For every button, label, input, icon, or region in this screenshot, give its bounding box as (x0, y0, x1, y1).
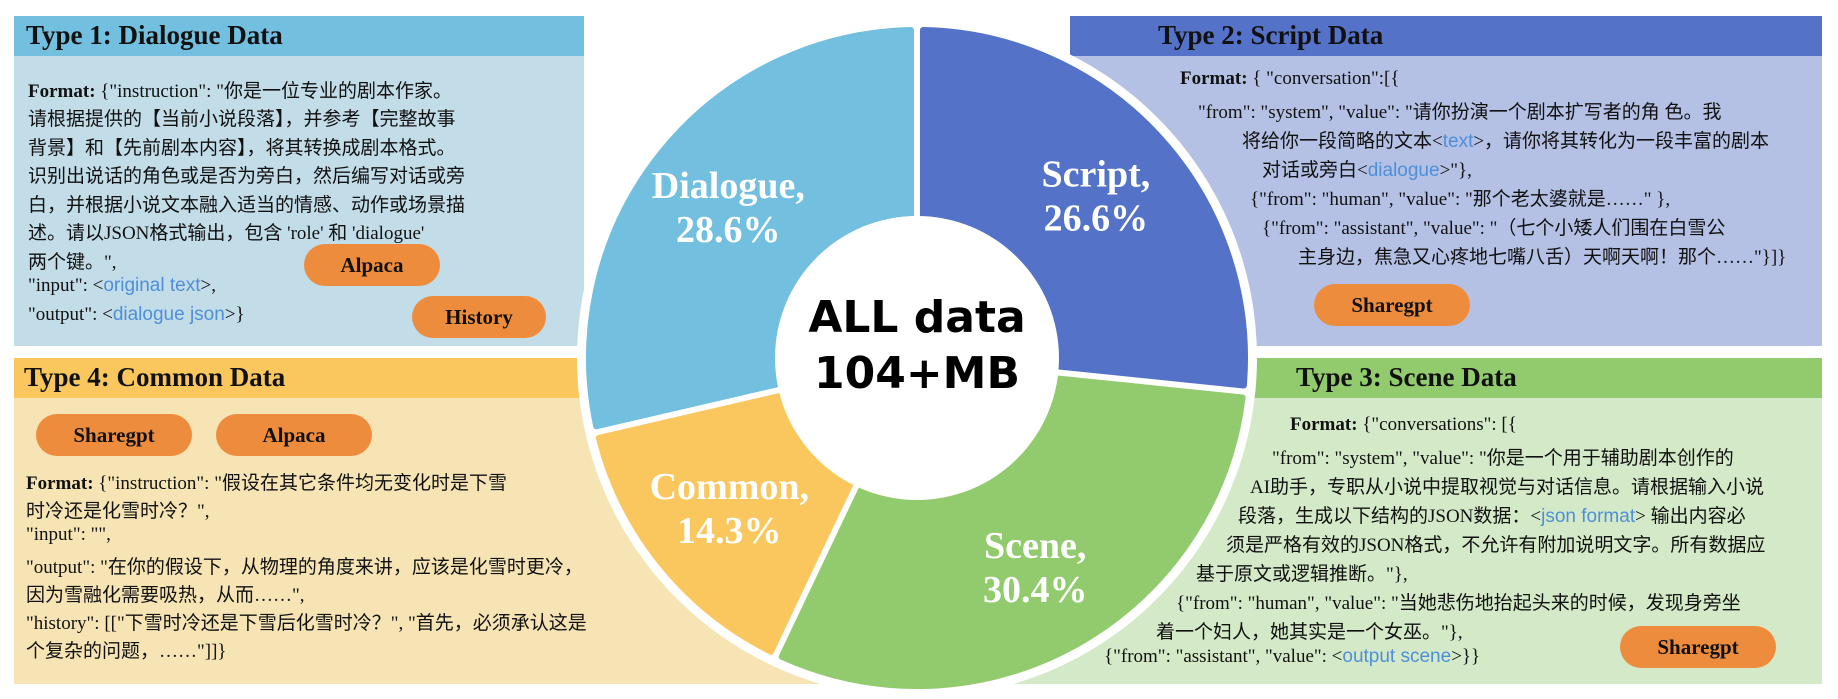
dialogue-output-prefix: "output": < (28, 304, 113, 325)
scene-text: {"from": "human", "value": "当她悲伤地抬起头来的时候… (1176, 593, 1741, 614)
scene-text: 须是严格有效的JSON格式，不允许有附加说明文字。所有数据应 (1226, 535, 1766, 556)
donut-label-scene-value: 30.4% (983, 569, 1088, 611)
scene-json-suffix: > 输出内容必 (1635, 506, 1746, 527)
common-format-label: Format: (26, 473, 94, 494)
donut-label-dialogue-name: Dialogue, (652, 165, 805, 207)
dialogue-panel-title: Type 1: Dialogue Data (26, 20, 283, 50)
dialogue-input-placeholder: original text (103, 275, 201, 296)
script-dialogue-suffix: >"}, (1439, 160, 1472, 181)
dialogue-output-placeholder: dialogue json (112, 304, 225, 325)
script-text: {"from": "assistant", "value": "（七个小矮人们围… (1262, 218, 1726, 239)
history-badge: History (412, 296, 546, 338)
donut-center (775, 216, 1059, 500)
common-text: 因为雪融化需要吸热，从而……", (26, 585, 305, 606)
common-text: "output": "在你的假设下，从物理的角度来讲，应该是化雪时更冷， (26, 557, 583, 578)
donut-label-script-name: Script, (1042, 154, 1151, 196)
scene-output-prefix: {"from": "assistant", "value": < (1104, 646, 1343, 667)
dialogue-text: 请根据提供的【当前小说段落】，并参考【完整故事 (28, 109, 456, 130)
donut-label-dialogue-value: 28.6% (676, 209, 781, 251)
dialogue-format-label: Format: (28, 81, 96, 102)
scene-text-line-4: 段落，生成以下结构的JSON数据：<json format> 输出内容必 (1238, 501, 1746, 528)
sharegpt-badge: Sharegpt (1314, 284, 1470, 326)
center-label-line-1: ALL data (808, 292, 1025, 343)
scene-text: 基于原文或逻辑推断。"}, (1196, 564, 1408, 585)
scene-text: {"conversations": [{ (1362, 414, 1517, 435)
dialogue-text: 识别出说话的角色或是否为旁白，然后编写对话或旁 (28, 166, 466, 187)
script-text: {"from": "human", "value": "那个老太婆就是……" }… (1250, 189, 1671, 210)
script-format-label: Format: (1180, 68, 1248, 89)
scene-text: AI助手，专职从小说中提取视觉与对话信息。请根据输入小说 (1250, 477, 1765, 498)
dialogue-text: 两个键。", (28, 252, 117, 273)
donut-slices (586, 27, 1248, 689)
scene-json-prefix: 段落，生成以下结构的JSON数据：< (1238, 506, 1542, 527)
scene-output-suffix: >}} (1451, 646, 1481, 667)
scene-text: 着一个妇人，她其实是一个女巫。"}, (1156, 622, 1463, 643)
alpaca-badge: Alpaca (304, 244, 440, 286)
scene-output-placeholder: output scene (1342, 646, 1452, 667)
script-dialogue-prefix: 对话或旁白< (1262, 160, 1368, 181)
script-text: 主身边，焦急又心疼地七嘴八舌）天啊天啊！那个……"}]} (1298, 247, 1787, 268)
scene-format-label: Format: (1290, 414, 1358, 435)
dialogue-output-suffix: >} (224, 304, 245, 325)
common-text: "input": "", (26, 524, 111, 545)
script-panel-header: Type 2: Script Data (1070, 16, 1822, 56)
dialogue-input-suffix: >, (200, 275, 216, 296)
dialogue-format-line-1: Format: {"instruction": "你是一位专业的剧本作家。 (28, 76, 452, 103)
donut-label-common-name: Common, (650, 466, 809, 508)
common-text: "history": [["下雪时冷还是下雪后化雪时冷？", "首先，必须承认这… (26, 613, 587, 634)
script-panel-title: Type 2: Script Data (1158, 20, 1384, 50)
script-text: { "conversation":[{ (1252, 68, 1400, 89)
script-text-suffix: >，请你将其转化为一段丰富的剧本 (1473, 131, 1770, 152)
dialogue-text: 背景】和【先前剧本内容】，将其转换成剧本格式。 (28, 138, 456, 159)
dialogue-data-panel: Type 1: Dialogue Data Format: {"instruct… (14, 16, 584, 346)
scene-panel-title: Type 3: Scene Data (1296, 362, 1517, 392)
common-text: {"instruction": "假设在其它条件均无变化时是下雪 (98, 473, 507, 494)
donut-labels: Script,26.6% Scene,30.4% Common,14.3% Dialo… (650, 154, 1151, 612)
common-text: 个复杂的问题，……"]]} (26, 641, 227, 662)
script-format-line-1: Format: { "conversation":[{ (1180, 68, 1399, 90)
donut-label-common-value: 14.3% (677, 510, 782, 552)
common-text: 时冷还是化雪时冷？", (26, 501, 210, 522)
script-text: "from": "system", "value": "请你扮演一个剧本扩写者的… (1198, 102, 1722, 123)
common-panel-title: Type 4: Common Data (24, 362, 286, 392)
donut-label-script-value: 26.6% (1044, 198, 1149, 240)
dialogue-text: {"instruction": "你是一位专业的剧本作家。 (100, 81, 452, 102)
dialogue-input-prefix: "input": < (28, 275, 104, 296)
scene-text-line-9: {"from": "assistant", "value": <output s… (1104, 646, 1480, 668)
script-text-line-4: 对话或旁白<dialogue>"}, (1262, 155, 1472, 182)
scene-text: "from": "system", "value": "你是一个用于辅助剧本创作… (1272, 448, 1734, 469)
dialogue-input-line: "input": <original text>, (28, 275, 216, 297)
common-format-line-1: Format: {"instruction": "假设在其它条件均无变化时是下雪 (26, 468, 507, 495)
sharegpt-badge: Sharegpt (36, 414, 192, 456)
sharegpt-badge: Sharegpt (1620, 626, 1776, 668)
scene-format-line-1: Format: {"conversations": [{ (1290, 414, 1517, 436)
scene-json-placeholder: json format (1541, 506, 1636, 527)
donut-label-scene-name: Scene, (984, 525, 1086, 567)
dialogue-panel-header: Type 1: Dialogue Data (14, 16, 584, 56)
alpaca-badge: Alpaca (216, 414, 372, 456)
dialogue-output-line: "output": <dialogue json>} (28, 304, 245, 326)
script-text-prefix: 将给你一段简略的文本< (1242, 131, 1443, 152)
script-text-line-3: 将给你一段简略的文本<text>，请你将其转化为一段丰富的剧本 (1242, 126, 1769, 153)
center-label-line-2: 104+MB (814, 348, 1020, 399)
dialogue-text: 白，并根据小说文本融入适当的情感、动作或场景描 (28, 195, 466, 216)
dialogue-text: 述。请以JSON格式输出，包含 'role' 和 'dialogue' (28, 223, 425, 244)
script-dialogue-placeholder: dialogue (1367, 160, 1440, 181)
script-text-placeholder: text (1442, 131, 1474, 152)
